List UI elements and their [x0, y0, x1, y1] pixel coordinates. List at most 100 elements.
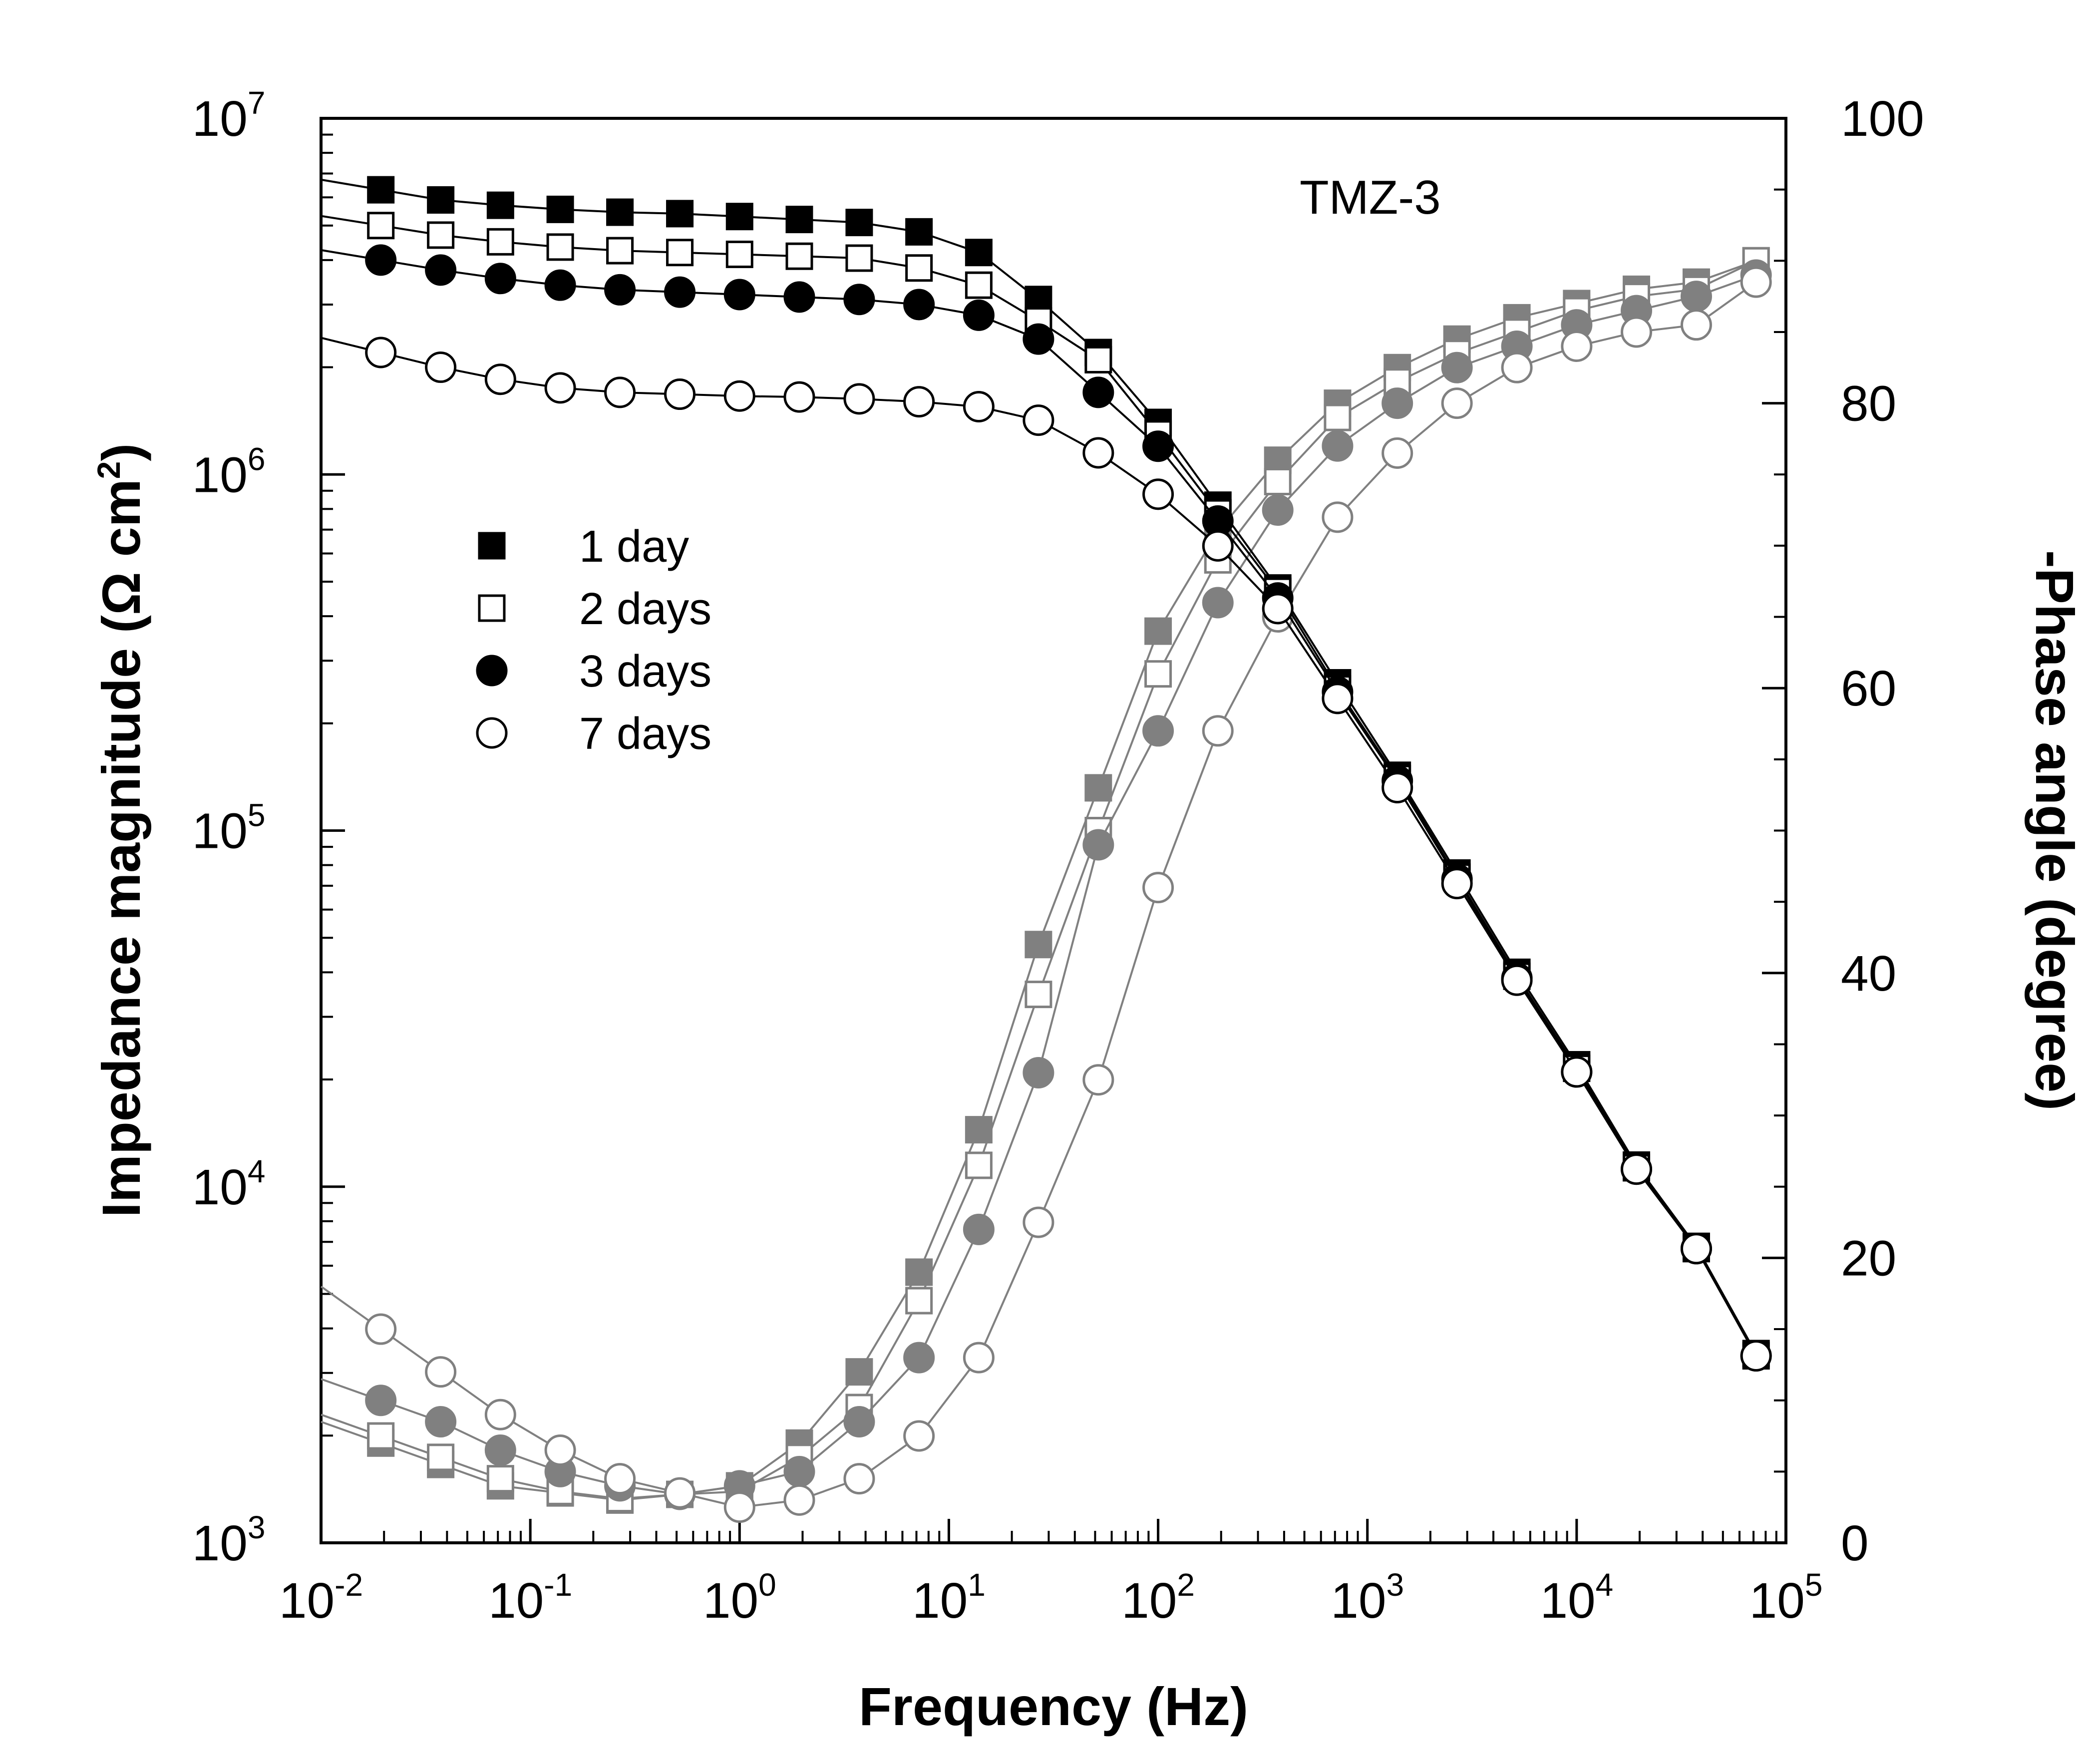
- impedance-point: [723, 279, 755, 311]
- phase-point: [905, 1287, 933, 1315]
- impedance-point: [604, 376, 636, 408]
- phase-point: [1561, 330, 1593, 362]
- impedance-point: [905, 254, 933, 282]
- impedance-point: [546, 195, 574, 223]
- phase-point: [365, 1313, 397, 1345]
- phase-point: [425, 1356, 457, 1388]
- impedance-point: [1082, 376, 1114, 408]
- impedance-point: [1262, 593, 1294, 625]
- phase-series-4: [320, 266, 1772, 1523]
- impedance-point: [664, 378, 696, 410]
- phase-point: [903, 1420, 935, 1452]
- y-right-tick-label: 20: [1841, 1230, 1896, 1286]
- impedance-point: [785, 242, 813, 270]
- phase-point: [425, 1406, 457, 1437]
- phase-point: [367, 1422, 395, 1450]
- phase-point: [1441, 387, 1473, 419]
- y-left-tick-label: 105: [192, 797, 266, 859]
- impedance-point: [843, 284, 875, 316]
- impedance-point: [783, 281, 815, 313]
- y-left-tick-label: 106: [192, 441, 266, 503]
- x-tick-label: 102: [1121, 1567, 1195, 1629]
- phase-point: [1680, 309, 1712, 341]
- impedance-point: [664, 276, 696, 308]
- impedance-point: [1202, 530, 1234, 562]
- phase-point: [1202, 587, 1234, 619]
- x-tick-label: 10-2: [279, 1567, 363, 1629]
- impedance-point: [1023, 323, 1054, 355]
- phase-point: [963, 1342, 995, 1374]
- phase-point: [1382, 437, 1413, 469]
- impedance-series-4: [321, 337, 1772, 1372]
- impedance-point: [783, 381, 815, 413]
- y-right-tick-label: 100: [1841, 91, 1924, 147]
- impedance-point: [1142, 478, 1174, 510]
- impedance-point: [963, 390, 995, 422]
- impedance-line: [321, 337, 1757, 1357]
- impedance-point: [427, 221, 455, 249]
- phase-point: [1382, 387, 1413, 419]
- phase-point: [1023, 1057, 1054, 1089]
- x-tick-label: 105: [1749, 1567, 1823, 1629]
- impedance-point: [546, 233, 574, 261]
- phase-line: [321, 260, 1756, 1501]
- phase-point: [723, 1491, 755, 1523]
- impedance-point: [965, 271, 993, 299]
- phase-line: [320, 281, 1757, 1508]
- x-tick-label: 101: [912, 1567, 986, 1629]
- impedance-point: [903, 289, 935, 321]
- y-right-tick-label: 0: [1841, 1515, 1869, 1571]
- phase-point: [1501, 352, 1533, 383]
- phase-line: [321, 274, 1756, 1496]
- impedance-point: [666, 200, 694, 228]
- impedance-point: [606, 237, 634, 265]
- phase-point: [1082, 829, 1114, 861]
- impedance-point: [486, 228, 514, 256]
- impedance-point: [666, 239, 694, 267]
- phase-point: [1322, 501, 1354, 533]
- impedance-point: [1501, 964, 1533, 996]
- impedance-series-2: [321, 212, 1770, 1370]
- phase-point: [783, 1455, 815, 1487]
- x-axis-title: Frequency (Hz): [859, 1676, 1248, 1737]
- phase-point: [1142, 715, 1174, 747]
- impedance-point: [903, 386, 935, 418]
- phase-point: [843, 1406, 875, 1437]
- phase-point: [965, 1151, 993, 1179]
- phase-point: [1144, 617, 1172, 645]
- phase-point: [843, 1463, 875, 1495]
- impedance-point: [905, 218, 933, 246]
- annotation-tmz3: TMZ-3: [1300, 171, 1441, 224]
- impedance-point: [725, 240, 753, 268]
- x-tick-label: 103: [1331, 1567, 1404, 1629]
- phase-point: [1324, 403, 1352, 431]
- x-tick-label: 104: [1540, 1567, 1613, 1629]
- legend-marker-4: [476, 717, 508, 749]
- phase-series-3: [321, 259, 1772, 1510]
- phase-point: [1262, 494, 1294, 526]
- impedance-point: [1142, 430, 1174, 462]
- phase-point: [1025, 981, 1052, 1009]
- phase-point: [1740, 266, 1772, 298]
- phase-point: [1084, 774, 1112, 802]
- impedance-point: [1382, 772, 1413, 804]
- impedance-point: [723, 380, 755, 412]
- phase-point: [484, 1399, 516, 1430]
- impedance-point: [843, 383, 875, 415]
- legend-marker-2: [478, 594, 506, 622]
- tick-labels: 10-2 10-1 100 101 102 103 104 105 103 104 105 106 10…: [192, 85, 1924, 1629]
- x-tick-label: 100: [703, 1567, 776, 1629]
- y-axis-left-title: Impedance magnitude (Ω cm2): [91, 443, 151, 1217]
- legend-label-3: 3 days: [579, 647, 711, 697]
- impedance-point: [604, 274, 636, 306]
- phase-point: [1441, 352, 1473, 383]
- impedance-point: [963, 299, 995, 331]
- impedance-point: [425, 352, 457, 383]
- impedance-point: [544, 372, 576, 404]
- legend-label-4: 7 days: [579, 709, 711, 759]
- phase-series-2: [321, 247, 1770, 1513]
- y-left-tick-label: 103: [192, 1509, 266, 1571]
- phase-point: [1322, 430, 1354, 462]
- phase-series-1: [321, 247, 1770, 1514]
